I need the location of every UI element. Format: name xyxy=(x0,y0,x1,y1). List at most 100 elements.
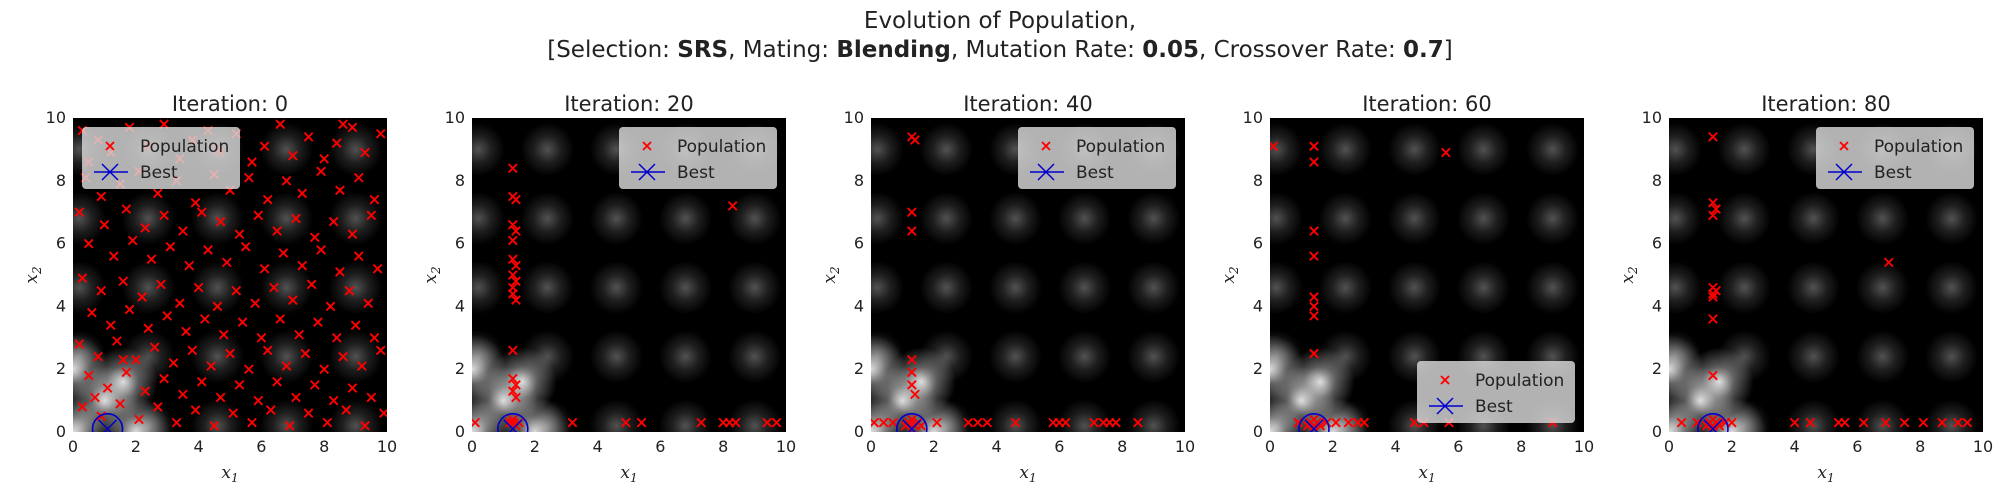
population-point-41 xyxy=(121,204,132,214)
population-point-142 xyxy=(190,405,201,415)
population-point-145 xyxy=(247,417,257,428)
landscape-blob-2 xyxy=(871,260,904,315)
population-point-141 xyxy=(171,417,182,428)
population-point-123 xyxy=(140,386,151,397)
population-point-19 xyxy=(963,417,974,428)
population-point-67 xyxy=(316,245,326,255)
population-point-9 xyxy=(1309,348,1319,359)
population-point-24 xyxy=(567,417,578,428)
landscape-blob-21 xyxy=(1126,329,1181,384)
landscape-blob-15 xyxy=(1855,399,1910,432)
population-point-56 xyxy=(108,251,119,262)
population-point-80 xyxy=(250,298,260,309)
landscape-blob-16 xyxy=(259,329,314,384)
population-point-26 xyxy=(1089,417,1099,428)
population-point-10 xyxy=(1708,370,1718,381)
landscape-blob-23 xyxy=(1126,191,1181,246)
landscape-blob-3 xyxy=(73,191,106,246)
population-point-136 xyxy=(77,402,88,412)
y-tick-label: 10 xyxy=(46,108,66,127)
best-marker xyxy=(91,413,124,432)
y-tick-label: 10 xyxy=(1642,108,1662,127)
landscape-blob-2 xyxy=(1270,260,1303,315)
population-point-96 xyxy=(256,332,267,343)
population-point-25 xyxy=(620,417,631,428)
landscape-blob-12 xyxy=(1786,260,1841,315)
population-point-15 xyxy=(287,150,298,161)
population-point-53 xyxy=(347,229,358,240)
best-cross xyxy=(503,419,523,432)
population-point-13 xyxy=(507,345,518,356)
y-tick-label: 8 xyxy=(854,171,864,190)
population-point-92 xyxy=(181,326,191,337)
population-point-6 xyxy=(507,254,518,265)
landscape-peak-4 xyxy=(487,347,557,417)
population-point-93 xyxy=(200,314,210,324)
x-tick-label: 4 xyxy=(593,437,603,456)
legend-box xyxy=(82,127,240,189)
x-tick-label: 10 xyxy=(1175,437,1195,456)
population-point-86 xyxy=(363,298,374,309)
population-point-15 xyxy=(871,417,880,428)
best-circle xyxy=(896,413,928,432)
landscape-blob-23 xyxy=(727,191,782,246)
landscape-blob-11 xyxy=(589,329,644,384)
landscape-blob-3 xyxy=(871,191,904,246)
population-point-23 xyxy=(96,191,107,202)
x-tick-label: 0 xyxy=(866,437,876,456)
population-point-3 xyxy=(1440,147,1451,158)
population-point-74 xyxy=(137,292,147,302)
population-point-116 xyxy=(319,364,330,375)
population-point-30 xyxy=(1953,417,1963,428)
x-tick-label: 8 xyxy=(319,437,329,456)
legend: Population Best xyxy=(82,127,240,189)
x-tick-label: 0 xyxy=(467,437,477,456)
landscape-blob-21 xyxy=(1924,329,1979,384)
population-point-17 xyxy=(888,417,898,428)
legend: Population Best xyxy=(1816,127,1974,189)
legend-best-label: Best xyxy=(1874,163,1912,183)
population-point-15 xyxy=(511,380,521,390)
population-point-73 xyxy=(118,276,129,287)
population-point-143 xyxy=(209,420,220,431)
y-axis-label: x2 xyxy=(1618,266,1640,283)
population-point-2 xyxy=(906,207,917,218)
population-point-130 xyxy=(272,376,282,387)
x-tick-label: 6 xyxy=(256,437,266,456)
panel-4: Iteration: 80 0 2 4 6 8 10 0 2 4 6 8 10 x1 x2 Populatio… xyxy=(1618,92,1993,485)
landscape-peak-4 xyxy=(88,347,158,417)
x-tick-label: 2 xyxy=(530,437,540,456)
population-point-18 xyxy=(932,417,942,428)
landscape-blob-7 xyxy=(1318,260,1373,315)
population-point-52 xyxy=(328,216,339,227)
x-tick-label: 4 xyxy=(1391,437,1401,456)
population-point-54 xyxy=(366,210,377,221)
landscape-blob-18 xyxy=(259,191,314,246)
population-point-72 xyxy=(96,285,107,296)
x-axis-label: x1 xyxy=(620,463,637,485)
population-point-20 xyxy=(972,417,983,428)
landscape-blob-13 xyxy=(1786,191,1841,246)
population-point-16 xyxy=(878,417,889,428)
population-point-39 xyxy=(74,207,85,218)
population-point-30 xyxy=(730,417,741,428)
population-point-135 xyxy=(366,392,377,403)
x-tick-label: 0 xyxy=(1265,437,1275,456)
landscape-blob-3 xyxy=(1669,191,1702,246)
population-point-125 xyxy=(178,389,188,400)
landscape-blob-23 xyxy=(1525,191,1580,246)
population-point-64 xyxy=(259,263,270,274)
population-point-8 xyxy=(507,270,518,280)
y-tick-label: 2 xyxy=(1652,359,1662,378)
population-point-32 xyxy=(771,417,782,428)
landscape-blob-7 xyxy=(919,260,974,315)
population-point-16 xyxy=(1714,420,1725,431)
population-point-30 xyxy=(1133,417,1143,428)
population-point-7 xyxy=(1708,288,1718,299)
population-point-103 xyxy=(74,339,85,349)
landscape-blob-4 xyxy=(1270,122,1303,177)
legend-population-label: Population xyxy=(1076,137,1165,157)
y-tick-label: 10 xyxy=(844,108,864,127)
population-point-105 xyxy=(112,336,122,346)
